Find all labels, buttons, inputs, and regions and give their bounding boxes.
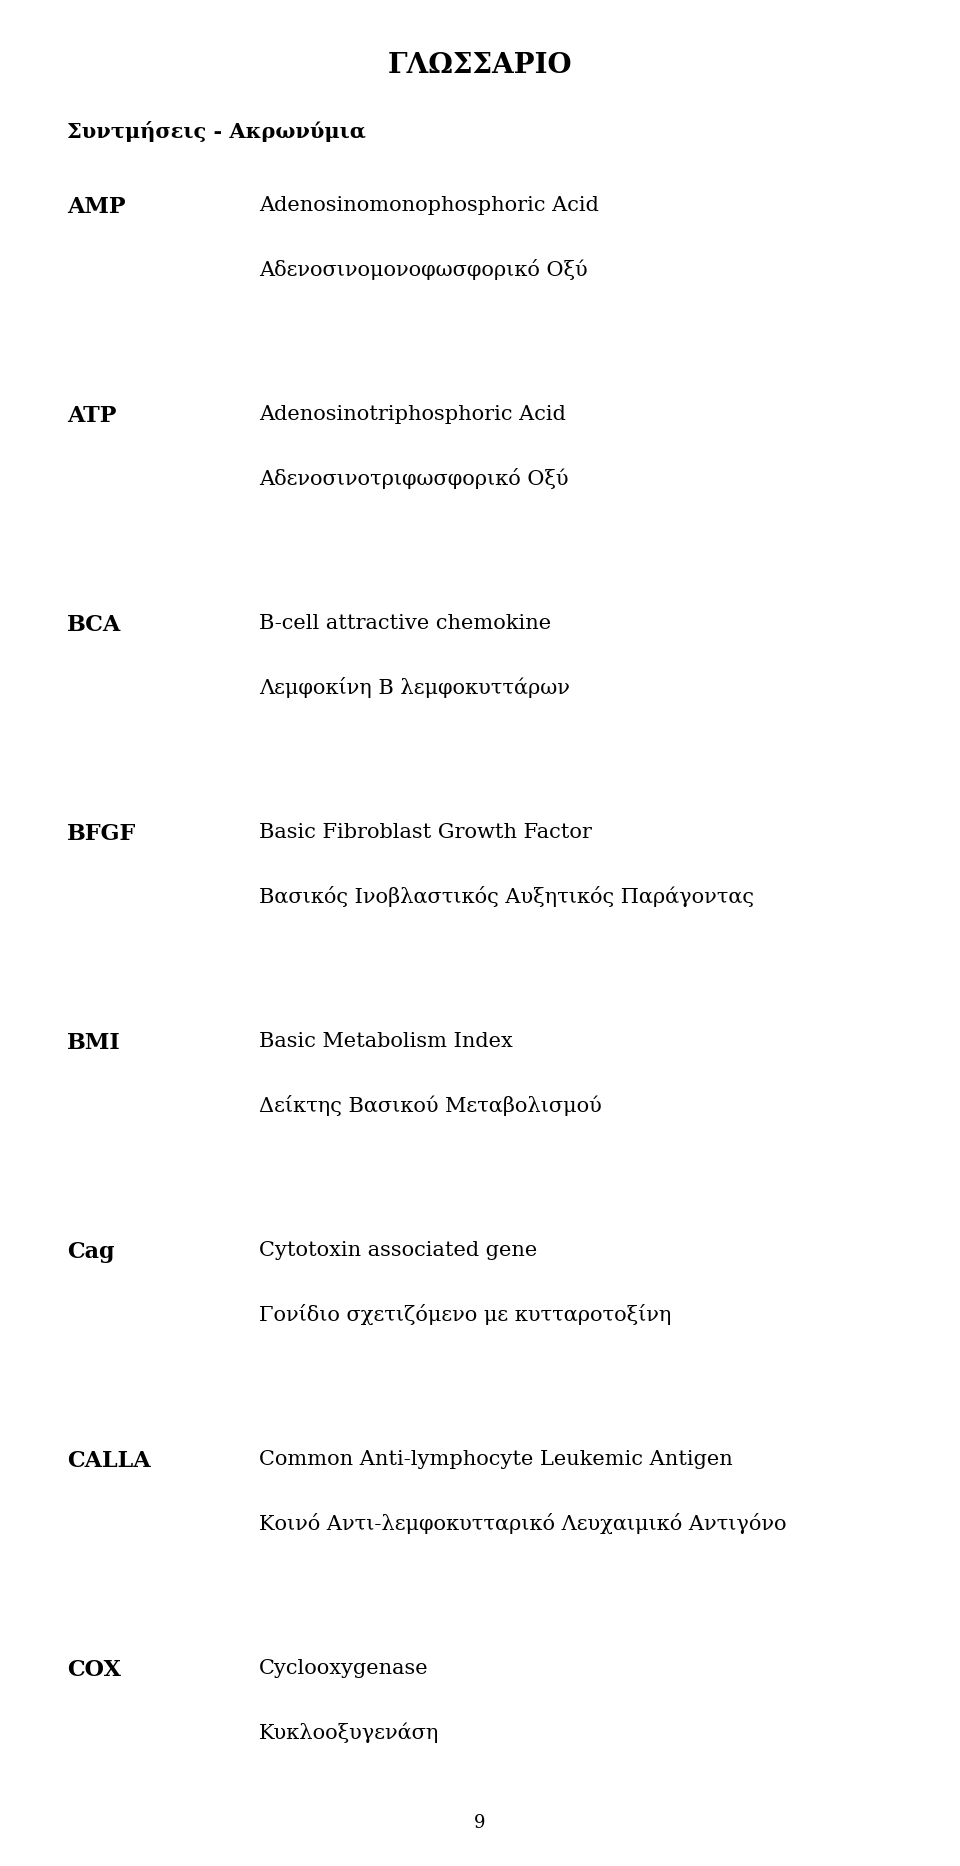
Text: Adenosinomonophosphoric Acid: Adenosinomonophosphoric Acid bbox=[259, 196, 599, 215]
Text: B-cell attractive chemokine: B-cell attractive chemokine bbox=[259, 614, 551, 633]
Text: Αδενοσινοτριφωσφορικό Οξύ: Αδενοσινοτριφωσφορικό Οξύ bbox=[259, 468, 568, 489]
Text: Κυκλοοξυγενάση: Κυκλοοξυγενάση bbox=[259, 1722, 440, 1743]
Text: Cyclooxygenase: Cyclooxygenase bbox=[259, 1659, 429, 1678]
Text: Βασικός Ινοβλαστικός Αυξητικός Παράγοντας: Βασικός Ινοβλαστικός Αυξητικός Παράγοντα… bbox=[259, 886, 755, 907]
Text: Κοινό Αντι-λεμφοκυτταρικό Λευχαιμικό Αντιγόνο: Κοινό Αντι-λεμφοκυτταρικό Λευχαιμικό Αντ… bbox=[259, 1513, 786, 1534]
Text: COX: COX bbox=[67, 1659, 121, 1681]
Text: BMI: BMI bbox=[67, 1032, 121, 1054]
Text: ATP: ATP bbox=[67, 405, 116, 427]
Text: Common Anti-lymphocyte Leukemic Antigen: Common Anti-lymphocyte Leukemic Antigen bbox=[259, 1450, 732, 1469]
Text: Basic Metabolism Index: Basic Metabolism Index bbox=[259, 1032, 513, 1051]
Text: 9: 9 bbox=[474, 1814, 486, 1832]
Text: Λεμφοκίνη B λεμφοκυττάρων: Λεμφοκίνη B λεμφοκυττάρων bbox=[259, 677, 570, 698]
Text: BCA: BCA bbox=[67, 614, 122, 636]
Text: Cag: Cag bbox=[67, 1241, 114, 1263]
Text: AMP: AMP bbox=[67, 196, 126, 218]
Text: Δείκτης Βασικού Μεταβολισμού: Δείκτης Βασικού Μεταβολισμού bbox=[259, 1095, 602, 1116]
Text: Γονίδιο σχετιζόμενο με κυτταροτοξίνη: Γονίδιο σχετιζόμενο με κυτταροτοξίνη bbox=[259, 1304, 672, 1325]
Text: BFGF: BFGF bbox=[67, 823, 136, 845]
Text: Αδενοσινομονοφωσφορικό Οξύ: Αδενοσινομονοφωσφορικό Οξύ bbox=[259, 259, 588, 280]
Text: Basic Fibroblast Growth Factor: Basic Fibroblast Growth Factor bbox=[259, 823, 592, 842]
Text: ΓΛΩΣΣΑΡΙΟ: ΓΛΩΣΣΑΡΙΟ bbox=[388, 52, 572, 78]
Text: Adenosinotriphosphoric Acid: Adenosinotriphosphoric Acid bbox=[259, 405, 566, 424]
Text: Cytotoxin associated gene: Cytotoxin associated gene bbox=[259, 1241, 538, 1260]
Text: CALLA: CALLA bbox=[67, 1450, 151, 1472]
Text: Συντμήσεις - Ακρωνύμια: Συντμήσεις - Ακρωνύμια bbox=[67, 121, 366, 142]
